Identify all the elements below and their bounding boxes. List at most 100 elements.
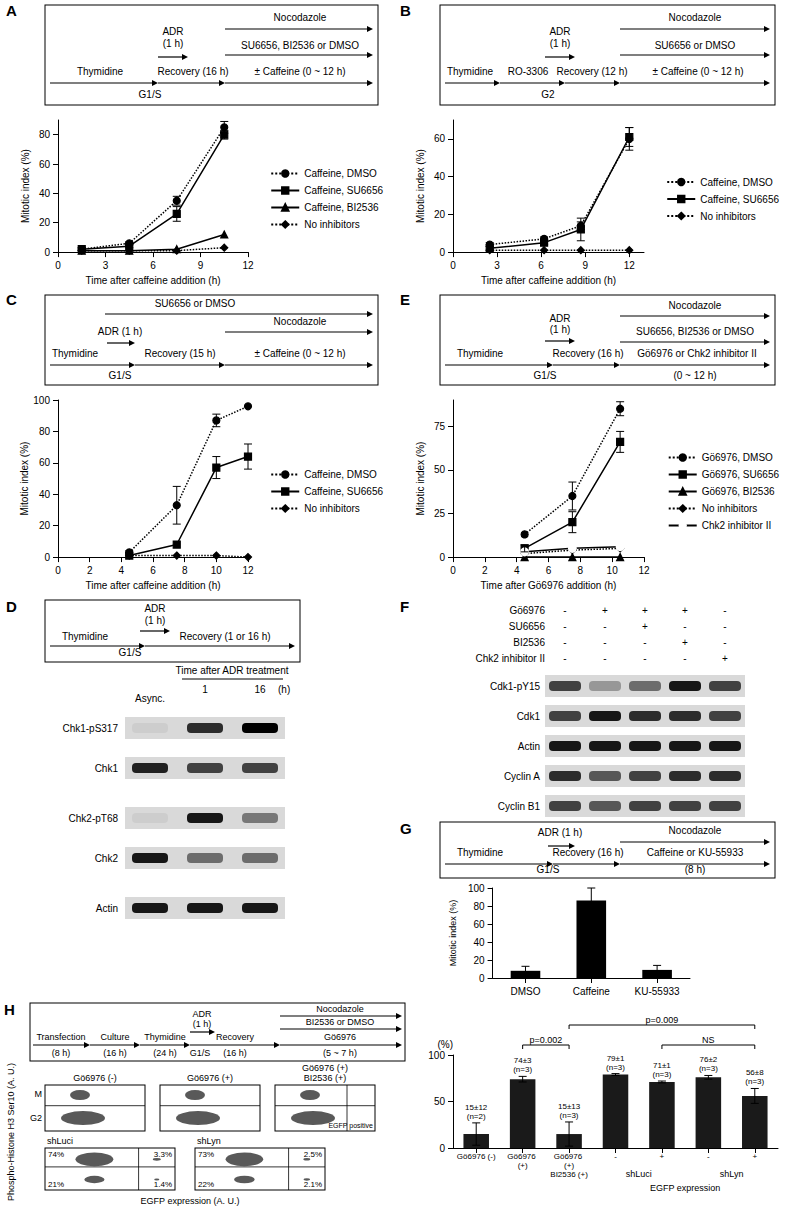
svg-text:Cyclin B1: Cyclin B1 — [498, 801, 541, 812]
svg-text:(%): (%) — [437, 1039, 453, 1050]
svg-text:shLuci: shLuci — [626, 1169, 652, 1179]
svg-text:(1 h): (1 h) — [145, 615, 166, 626]
svg-text:80: 80 — [39, 426, 51, 437]
svg-text:3: 3 — [103, 260, 109, 271]
svg-text:(16 h): (16 h) — [103, 1048, 127, 1058]
svg-text:Async.: Async. — [135, 693, 165, 704]
svg-text:+: + — [752, 1152, 757, 1161]
svg-text:Nocodazole: Nocodazole — [316, 1004, 364, 1014]
svg-text:Cdk1-pY15: Cdk1-pY15 — [490, 681, 540, 692]
svg-text:9: 9 — [198, 260, 204, 271]
svg-text:RO-3306: RO-3306 — [508, 66, 549, 77]
svg-text:BI2536 (+): BI2536 (+) — [550, 1170, 588, 1179]
svg-text:Chk2 inhibitor II: Chk2 inhibitor II — [702, 520, 771, 531]
svg-text:SU6656 or DMSO: SU6656 or DMSO — [655, 40, 736, 51]
svg-text:M: M — [35, 1089, 43, 1099]
svg-text:Caffeine: Caffeine — [573, 986, 611, 997]
svg-text:Chk1-pS317: Chk1-pS317 — [62, 723, 118, 734]
svg-text:0: 0 — [44, 552, 50, 563]
svg-text:20: 20 — [473, 955, 485, 966]
svg-text:C: C — [6, 291, 17, 308]
svg-text:G1/S: G1/S — [109, 370, 132, 381]
svg-text:Time after caffeine addition (: Time after caffeine addition (h) — [85, 275, 220, 286]
svg-text:Mitotic index (%): Mitotic index (%) — [19, 442, 30, 516]
svg-text:-: - — [643, 653, 646, 664]
svg-text:Recovery (15 h): Recovery (15 h) — [144, 348, 215, 359]
svg-text:+: + — [682, 637, 688, 648]
svg-text:12: 12 — [242, 565, 254, 576]
svg-text:ADR: ADR — [549, 26, 570, 37]
svg-text:Recovery (16 h): Recovery (16 h) — [552, 348, 623, 359]
svg-text:(n=3): (n=3) — [745, 1077, 764, 1086]
svg-text:8: 8 — [182, 565, 188, 576]
svg-text:15±12: 15±12 — [465, 1103, 488, 1112]
svg-text:60: 60 — [434, 133, 446, 144]
svg-text:(1 h): (1 h) — [163, 38, 184, 49]
svg-text:-: - — [603, 653, 606, 664]
svg-text:1: 1 — [202, 684, 208, 695]
svg-text:G: G — [400, 820, 412, 837]
svg-text:Transfection: Transfection — [36, 1032, 85, 1042]
svg-text:20: 20 — [39, 217, 51, 228]
svg-text:A: A — [6, 2, 17, 19]
svg-text:Time after ADR treatment: Time after ADR treatment — [176, 665, 289, 676]
svg-text:ADR: ADR — [162, 26, 183, 37]
svg-text:60: 60 — [39, 159, 51, 170]
svg-text:50: 50 — [434, 1096, 446, 1107]
svg-text:-: - — [603, 621, 606, 632]
svg-text:G1/S: G1/S — [190, 1048, 211, 1058]
svg-text:EGFP positive: EGFP positive — [328, 1122, 373, 1130]
svg-text:6: 6 — [150, 260, 156, 271]
svg-text:Caffeine, SU6656: Caffeine, SU6656 — [304, 486, 383, 497]
svg-text:-: - — [603, 637, 606, 648]
svg-text:Recovery (16 h): Recovery (16 h) — [552, 847, 623, 858]
svg-text:2: 2 — [482, 565, 488, 576]
svg-text:Mitotic index (%): Mitotic index (%) — [415, 442, 426, 516]
svg-text:(+): (+) — [518, 1161, 528, 1170]
svg-text:Nocodazole: Nocodazole — [669, 12, 722, 23]
svg-text:(n=3): (n=3) — [699, 1064, 718, 1073]
svg-text:SU6656, BI2536 or DMSO: SU6656, BI2536 or DMSO — [241, 40, 359, 51]
svg-text:4: 4 — [119, 565, 125, 576]
svg-text:10: 10 — [211, 565, 223, 576]
svg-text:Actin: Actin — [518, 741, 540, 752]
svg-text:0: 0 — [55, 260, 61, 271]
svg-text:Chk2 inhibitor II: Chk2 inhibitor II — [476, 653, 545, 664]
svg-text:No inhibitors: No inhibitors — [304, 503, 360, 514]
svg-text:Thymidine: Thymidine — [62, 631, 109, 642]
svg-text:Nocodazole: Nocodazole — [274, 316, 327, 327]
svg-text:3.3%: 3.3% — [154, 1150, 172, 1159]
svg-text:2: 2 — [87, 565, 93, 576]
svg-text:50: 50 — [434, 464, 446, 475]
svg-text:No inhibitors: No inhibitors — [702, 503, 758, 514]
svg-text:(+): (+) — [564, 1161, 574, 1170]
svg-text:(8 h): (8 h) — [52, 1048, 71, 1058]
svg-text:G1/S: G1/S — [139, 89, 162, 100]
svg-text:± Caffeine (0 ~ 12 h): ± Caffeine (0 ~ 12 h) — [254, 348, 345, 359]
svg-text:Caffeine, SU6656: Caffeine, SU6656 — [304, 185, 383, 196]
svg-text:Gö6976, BI2536: Gö6976, BI2536 — [702, 486, 775, 497]
svg-text:No inhibitors: No inhibitors — [304, 219, 360, 230]
svg-text:20: 20 — [39, 520, 51, 531]
svg-text:E: E — [400, 291, 410, 308]
svg-text:ADR: ADR — [144, 603, 165, 614]
svg-text:16: 16 — [254, 684, 266, 695]
svg-text:(h): (h) — [278, 684, 290, 695]
svg-text:Thymidine: Thymidine — [144, 1032, 186, 1042]
svg-text:Gö6976: Gö6976 — [324, 1032, 356, 1042]
svg-text:9: 9 — [582, 260, 588, 271]
svg-text:-: - — [723, 605, 726, 616]
svg-text:Caffeine, SU6656: Caffeine, SU6656 — [700, 194, 779, 205]
svg-text:No inhibitors: No inhibitors — [700, 211, 756, 222]
svg-text:3: 3 — [494, 260, 500, 271]
svg-text:80: 80 — [39, 129, 51, 140]
svg-text:(n=2): (n=2) — [467, 1112, 486, 1121]
svg-text:EGFP expression (A. U.): EGFP expression (A. U.) — [141, 1196, 240, 1206]
svg-text:Chk2: Chk2 — [95, 853, 119, 864]
svg-text:22%: 22% — [198, 1180, 214, 1189]
svg-text:shLyn: shLyn — [720, 1169, 744, 1179]
svg-text:79±1: 79±1 — [607, 1054, 625, 1063]
svg-text:Gö6976 (+)BI2536 (+): Gö6976 (+)BI2536 (+) — [302, 1063, 348, 1083]
svg-text:G2: G2 — [30, 1113, 42, 1123]
svg-text:ADR: ADR — [192, 1009, 212, 1019]
